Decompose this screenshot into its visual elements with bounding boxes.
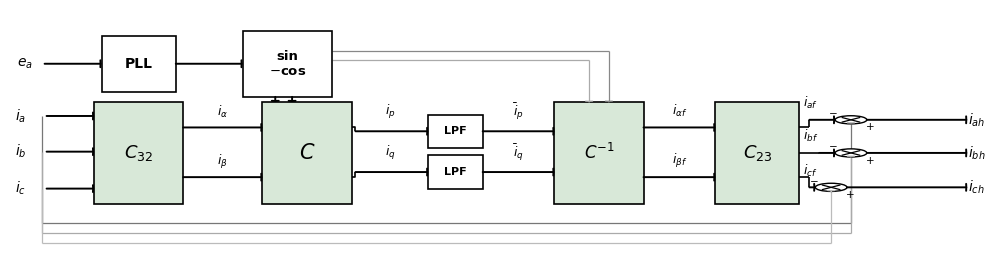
Text: $i_q$: $i_q$ [385, 144, 395, 162]
FancyBboxPatch shape [262, 102, 352, 204]
Text: $C$: $C$ [299, 143, 315, 163]
FancyBboxPatch shape [102, 36, 176, 92]
Text: $i_{\alpha f}$: $i_{\alpha f}$ [672, 103, 687, 119]
Text: $C_{32}$: $C_{32}$ [124, 143, 153, 163]
Text: $i_{cf}$: $i_{cf}$ [803, 163, 818, 179]
Text: $i_{af}$: $i_{af}$ [803, 95, 818, 111]
Circle shape [835, 116, 867, 124]
Text: $i_\alpha$: $i_\alpha$ [217, 104, 228, 120]
Text: sin
$-$cos: sin $-$cos [269, 50, 306, 78]
Text: $-$: $-$ [828, 141, 838, 150]
FancyBboxPatch shape [243, 31, 332, 97]
Text: $i_{ch}$: $i_{ch}$ [968, 179, 985, 196]
Text: $i_\beta$: $i_\beta$ [217, 153, 228, 171]
Text: $i_p$: $i_p$ [385, 103, 395, 121]
Text: LPF: LPF [444, 167, 467, 177]
Text: $e_a$: $e_a$ [17, 57, 33, 71]
Circle shape [815, 183, 847, 191]
Text: $i_b$: $i_b$ [15, 143, 26, 160]
Text: $\bar{i}_q$: $\bar{i}_q$ [513, 143, 524, 163]
FancyBboxPatch shape [715, 102, 799, 204]
Text: $-$: $-$ [828, 108, 838, 117]
Text: $+$: $+$ [865, 121, 875, 132]
Text: $\bar{i}_p$: $\bar{i}_p$ [513, 102, 524, 122]
FancyBboxPatch shape [428, 115, 483, 148]
Text: $C_{23}$: $C_{23}$ [743, 143, 772, 163]
FancyBboxPatch shape [428, 155, 483, 188]
FancyBboxPatch shape [554, 102, 644, 204]
Circle shape [835, 149, 867, 157]
Text: $i_c$: $i_c$ [15, 180, 26, 197]
Text: $-$: $-$ [809, 176, 818, 185]
Text: $i_{ah}$: $i_{ah}$ [968, 111, 986, 128]
Text: $+$: $+$ [845, 189, 855, 200]
Text: PLL: PLL [125, 57, 153, 71]
Text: $C^{-1}$: $C^{-1}$ [584, 143, 614, 163]
Text: $i_{bf}$: $i_{bf}$ [803, 128, 819, 144]
FancyBboxPatch shape [94, 102, 183, 204]
Text: $+$: $+$ [865, 154, 875, 166]
Text: $i_{bh}$: $i_{bh}$ [968, 144, 986, 162]
Text: $i_{\beta f}$: $i_{\beta f}$ [672, 152, 687, 170]
Text: $i_a$: $i_a$ [15, 107, 26, 125]
Text: LPF: LPF [444, 126, 467, 136]
